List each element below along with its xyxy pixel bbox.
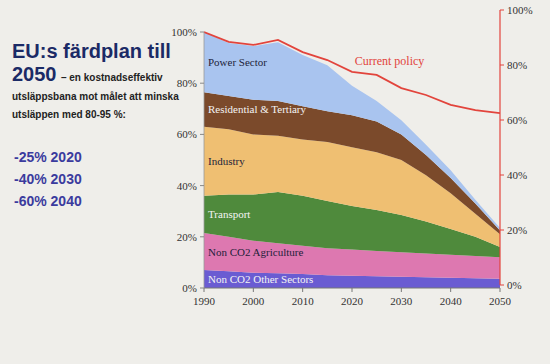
labels: Non CO2 Other Sectors Non CO2 Agriculture… xyxy=(208,54,424,285)
y-tick xyxy=(200,288,204,289)
x-tick xyxy=(302,288,303,292)
y2-tick-label: 0% xyxy=(507,279,522,291)
annotation: -25% 2020 xyxy=(14,146,82,168)
series-label: Transport xyxy=(208,208,250,220)
y-tick-label: 0% xyxy=(182,282,197,294)
x-tick-label: 1990 xyxy=(193,295,216,307)
y-tick xyxy=(200,134,204,135)
y2-tick-label: 40% xyxy=(507,169,527,181)
x-tick-label: 2030 xyxy=(390,295,413,307)
series-label: Non CO2 Agriculture xyxy=(208,246,303,258)
x-tick-label: 2020 xyxy=(341,295,364,307)
y2-axis-line xyxy=(499,10,500,285)
axes: 1990 2000 2010 2020 2030 2040 2050 0% 20% 40% 60% 8… xyxy=(171,4,532,307)
series-label: Non CO2 Other Sectors xyxy=(208,273,313,285)
y-tick xyxy=(200,32,204,33)
y-tick-label: 80% xyxy=(177,77,197,89)
y-axis-line xyxy=(204,32,205,288)
x-tick xyxy=(253,288,254,292)
y2-tick-label: 20% xyxy=(507,224,527,236)
series-label: Power Sector xyxy=(208,56,267,68)
y2-tick xyxy=(500,175,504,176)
x-tick-label: 2050 xyxy=(489,295,512,307)
series-label: Industry xyxy=(208,155,245,167)
y-tick-label: 100% xyxy=(171,26,197,38)
y2-tick xyxy=(500,65,504,66)
chart: Non CO2 Other Sectors Non CO2 Agriculture… xyxy=(0,0,550,364)
y2-tick xyxy=(500,10,504,11)
y-tick-label: 40% xyxy=(177,180,197,192)
x-tick xyxy=(352,288,353,292)
line xyxy=(204,32,500,113)
y2-tick-label: 60% xyxy=(507,114,527,126)
y-tick xyxy=(200,185,204,186)
area xyxy=(204,32,500,230)
x-tick xyxy=(401,288,402,292)
y2-tick-label: 100% xyxy=(507,4,533,16)
y-tick-label: 20% xyxy=(177,231,197,243)
y2-tick-label: 80% xyxy=(507,59,527,71)
y2-tick xyxy=(500,120,504,121)
plot-area xyxy=(204,32,500,288)
series-label: Current policy xyxy=(355,54,425,68)
x-tick xyxy=(204,288,205,292)
y2-tick xyxy=(500,285,504,286)
annotation: -60% 2040 xyxy=(14,190,82,212)
x-tick-label: 2000 xyxy=(242,295,265,307)
x-tick xyxy=(500,288,501,292)
x-tick-label: 2040 xyxy=(440,295,463,307)
intro-text: EU:s färdplan till 2050 – en kostnadseff… xyxy=(12,40,184,122)
series-label: Residential & Tertiary xyxy=(208,103,307,115)
annotation: -40% 2030 xyxy=(14,168,82,190)
y-tick xyxy=(200,236,204,237)
x-tick xyxy=(450,288,451,292)
x-tick-label: 2010 xyxy=(292,295,315,307)
annotations: -25% 2020-40% 2030-60% 2040 xyxy=(14,146,82,212)
y2-tick xyxy=(500,230,504,231)
y-tick xyxy=(200,83,204,84)
y-tick-label: 60% xyxy=(177,128,197,140)
